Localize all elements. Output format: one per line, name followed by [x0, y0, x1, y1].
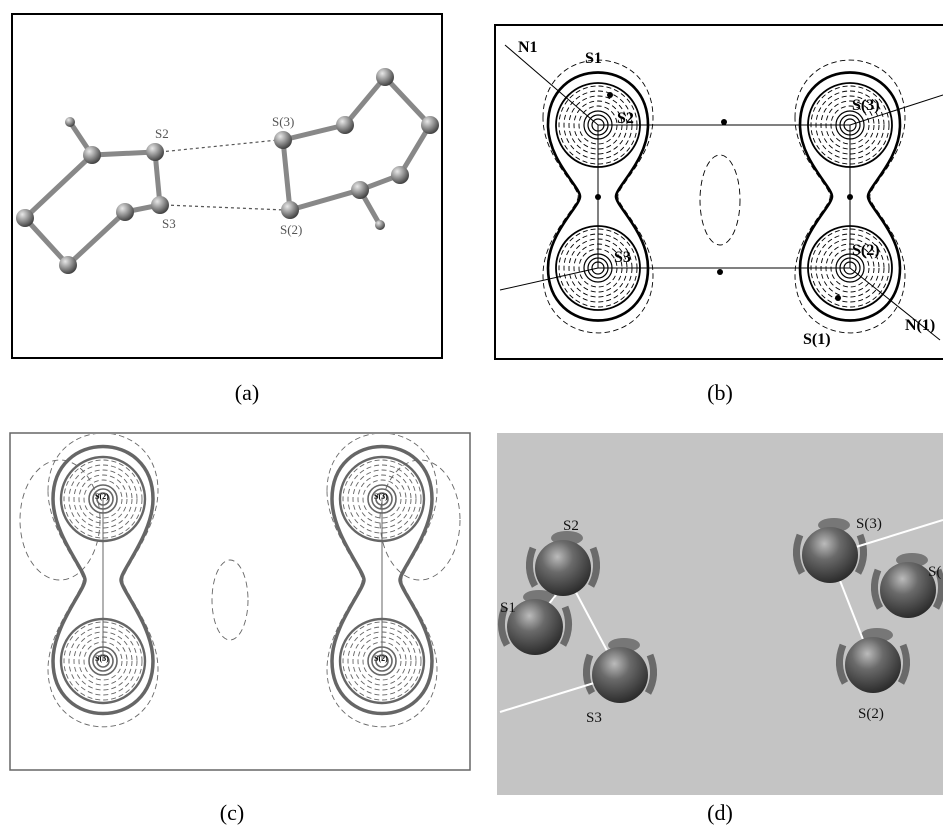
atom-label: S3: [586, 710, 602, 726]
atom-sphere: [535, 540, 591, 596]
atom-label: S(3): [374, 492, 388, 501]
atom-label: S(3): [856, 516, 882, 532]
atom-label: S(3): [95, 654, 109, 663]
critical-point: [847, 194, 853, 200]
panel-frame: [495, 25, 943, 359]
critical-point: [595, 194, 601, 200]
atom-sphere: [592, 647, 648, 703]
atom-label: S(3): [272, 114, 294, 129]
atom-label: S(2): [858, 706, 884, 722]
atom-label: S2: [617, 110, 634, 127]
critical-point: [835, 295, 841, 301]
atom-label: S1: [585, 50, 602, 67]
atom-label: S(3): [852, 97, 880, 114]
panel-caption: (c): [220, 800, 244, 825]
panel-frame: [10, 433, 470, 770]
atom-label: S(2): [374, 654, 388, 663]
atom-sphere: [845, 637, 901, 693]
panel-a: S2 S3 S(3) S(2) (a): [12, 14, 442, 405]
atom-label: S(2): [95, 492, 109, 501]
atom-label: S2: [155, 126, 169, 141]
panel-caption: (a): [235, 380, 259, 405]
figure: S2 S3 S(3) S(2) (a) N1 S1 S2 S3 S(3) S(2…: [0, 0, 943, 834]
atom-label: S(: [928, 564, 941, 580]
critical-point: [721, 119, 727, 125]
atom-sphere: [802, 527, 858, 583]
atom-label: S2: [563, 518, 579, 534]
atom-label: S(2): [280, 222, 302, 237]
atom-label: S(2): [852, 242, 880, 259]
atom-label: S3: [614, 249, 631, 266]
panel-caption: (d): [707, 800, 733, 825]
critical-point: [607, 92, 613, 98]
critical-point: [717, 269, 723, 275]
panel-caption: (b): [707, 380, 733, 405]
atom-label: S1: [500, 600, 516, 616]
atom-label: S(1): [803, 331, 831, 348]
atom-label: N1: [518, 39, 538, 56]
atom-label: S3: [162, 216, 176, 231]
panel-d: S2 S1 S3 S(3) S( S(2) (d): [497, 433, 943, 825]
atom-label: N(1): [905, 317, 935, 334]
